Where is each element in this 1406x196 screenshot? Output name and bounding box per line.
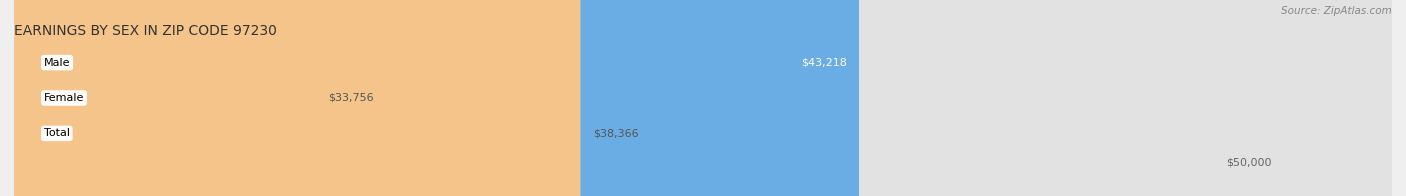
FancyBboxPatch shape	[14, 0, 1392, 196]
Text: Total: Total	[44, 128, 70, 138]
Text: EARNINGS BY SEX IN ZIP CODE 97230: EARNINGS BY SEX IN ZIP CODE 97230	[14, 24, 277, 38]
Text: $38,366: $38,366	[593, 128, 638, 138]
Text: Source: ZipAtlas.com: Source: ZipAtlas.com	[1281, 6, 1392, 16]
FancyBboxPatch shape	[14, 0, 581, 196]
FancyBboxPatch shape	[14, 0, 859, 196]
Text: $43,218: $43,218	[801, 58, 846, 68]
Text: Female: Female	[44, 93, 84, 103]
FancyBboxPatch shape	[14, 0, 1392, 196]
Text: $33,756: $33,756	[328, 93, 374, 103]
Text: Male: Male	[44, 58, 70, 68]
FancyBboxPatch shape	[14, 0, 316, 196]
FancyBboxPatch shape	[14, 0, 1392, 196]
